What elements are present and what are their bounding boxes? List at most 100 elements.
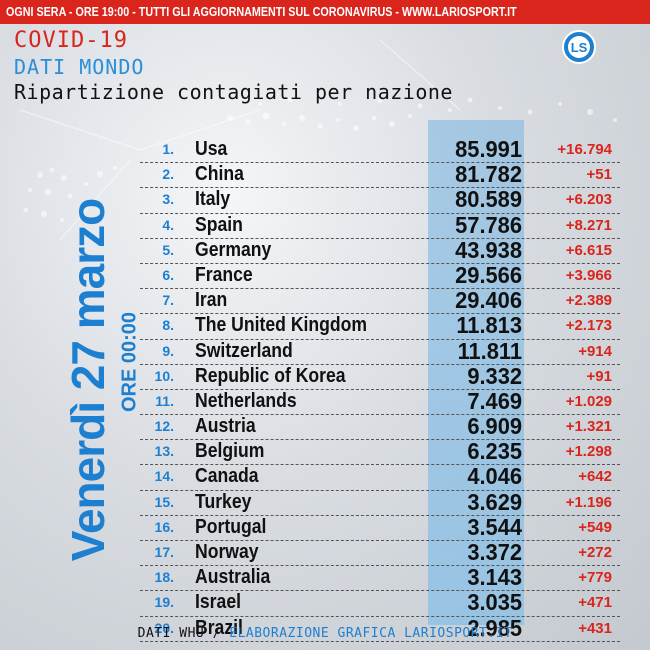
table-row: 3. Italy 80.589 +6.203 [140, 186, 620, 214]
row-new-cases: +431 [578, 619, 612, 637]
row-new-cases: +471 [578, 594, 612, 612]
row-total-cases: 3.035 [467, 589, 522, 616]
row-nation: Portugal [195, 515, 267, 538]
row-total-cases: 6.235 [467, 438, 522, 465]
row-new-cases: +642 [578, 468, 612, 486]
footer-separator: / [212, 626, 221, 641]
row-rank: 12. [154, 418, 174, 435]
row-total-cases: 3.544 [467, 513, 522, 540]
row-new-cases: +6.203 [565, 191, 612, 209]
table-row: 9. Switzerland 11.811 +914 [140, 337, 620, 365]
row-total-cases: 29.406 [455, 287, 522, 314]
row-rank: 18. [154, 569, 174, 586]
top-banner: OGNI SERA - ORE 19:00 - TUTTI GLI AGGIOR… [0, 0, 650, 24]
row-total-cases: 43.938 [455, 236, 522, 263]
table-row: 17. Norway 3.372 +272 [140, 539, 620, 567]
ranking-table: 1. Usa 85.991 +16.794 2. China 81.782 +51 3. Ital… [140, 136, 620, 642]
row-nation: Belgium [195, 440, 265, 463]
row-nation: The United Kingdom [195, 314, 368, 337]
table-row: 4. Spain 57.786 +8.271 [140, 212, 620, 239]
row-new-cases: +272 [578, 544, 612, 561]
row-total-cases: 3.372 [467, 539, 522, 565]
table-row: 7. Iran 29.406 +2.389 [140, 287, 620, 315]
row-rank: 10. [154, 367, 174, 384]
table-row: 10. Republic of Korea 9.332 +91 [140, 363, 620, 390]
row-nation: Usa [195, 138, 228, 160]
row-nation: Austria [195, 415, 256, 438]
row-total-cases: 85.991 [455, 136, 522, 162]
table-row: 8. The United Kingdom 11.813 +2.173 [140, 312, 620, 340]
row-rank: 16. [154, 518, 174, 535]
row-new-cases: +2.389 [565, 292, 612, 310]
row-rank: 17. [154, 544, 174, 560]
date-day: Venerdì 27 marzo [62, 198, 114, 562]
row-total-cases: 7.469 [467, 387, 522, 414]
table-row: 18. Australia 3.143 +779 [140, 564, 620, 592]
row-nation: Norway [195, 541, 259, 563]
row-nation: Turkey [195, 490, 252, 513]
row-total-cases: 3.629 [467, 488, 522, 515]
row-nation: France [195, 263, 253, 286]
lariosport-logo: LS [562, 30, 596, 64]
row-new-cases: +1.298 [565, 443, 612, 461]
row-total-cases: 11.811 [457, 337, 522, 364]
row-rank: 3. [162, 191, 174, 208]
row-new-cases: +779 [578, 569, 612, 587]
row-new-cases: +1.029 [565, 392, 612, 410]
row-new-cases: +914 [578, 342, 612, 360]
row-nation: Iran [195, 289, 228, 312]
logo-text: LS [571, 40, 588, 55]
row-nation: Australia [195, 566, 271, 589]
row-new-cases: +549 [578, 518, 612, 536]
row-nation: Spain [195, 213, 243, 236]
row-total-cases: 80.589 [455, 186, 522, 213]
row-nation: Switzerland [195, 339, 293, 362]
date-time: ORE 00:00 [118, 311, 141, 413]
row-rank: 5. [162, 241, 174, 258]
table-row: 16. Portugal 3.544 +549 [140, 513, 620, 541]
row-nation: Republic of Korea [195, 364, 346, 387]
row-rank: 20. [154, 619, 174, 636]
table-row: 12. Austria 6.909 +1.321 [140, 413, 620, 441]
row-rank: 8. [162, 317, 174, 334]
row-rank: 15. [154, 493, 174, 510]
row-nation: Germany [195, 238, 272, 261]
row-nation: Netherlands [195, 389, 297, 412]
row-new-cases: +3.966 [565, 266, 612, 284]
table-row: 13. Belgium 6.235 +1.298 [140, 438, 620, 466]
row-total-cases: 2.985 [467, 614, 522, 641]
row-total-cases: 6.909 [467, 413, 522, 440]
row-new-cases: +91 [586, 367, 612, 385]
row-new-cases: +51 [586, 166, 612, 184]
row-rank: 4. [162, 216, 174, 233]
table-row: 15. Turkey 3.629 +1.196 [140, 488, 620, 516]
row-nation: China [195, 163, 244, 186]
top-banner-text: OGNI SERA - ORE 19:00 - TUTTI GLI AGGIOR… [6, 5, 517, 19]
table-row: 1. Usa 85.991 +16.794 [140, 136, 620, 164]
row-nation: Canada [195, 465, 259, 488]
footer-source: DATI WHU [137, 626, 205, 641]
table-row: 5. Germany 43.938 +6.615 [140, 236, 620, 264]
row-rank: 19. [154, 594, 174, 611]
row-rank: 14. [154, 468, 174, 485]
subtitle: DATI MONDO [14, 55, 145, 79]
row-rank: 9. [162, 342, 174, 359]
row-rank: 2. [162, 166, 174, 183]
row-new-cases: +2.173 [565, 317, 612, 335]
row-rank: 1. [162, 141, 174, 157]
row-new-cases: +1.196 [565, 493, 612, 511]
row-total-cases: 11.813 [456, 312, 522, 339]
row-nation: Israel [195, 591, 241, 614]
table-row: 14. Canada 4.046 +642 [140, 463, 620, 491]
row-total-cases: 81.782 [455, 161, 522, 188]
table-row: 2. China 81.782 +51 [140, 161, 620, 189]
row-nation: Italy [195, 188, 231, 211]
row-total-cases: 3.143 [467, 564, 522, 591]
footer-credit: ELABORAZIONE GRAFICA LARIOSPORT.IT [229, 626, 513, 641]
row-new-cases: +6.615 [565, 241, 612, 259]
row-total-cases: 4.046 [467, 463, 522, 490]
table-row: 6. France 29.566 +3.966 [140, 262, 620, 290]
row-rank: 13. [154, 443, 174, 460]
